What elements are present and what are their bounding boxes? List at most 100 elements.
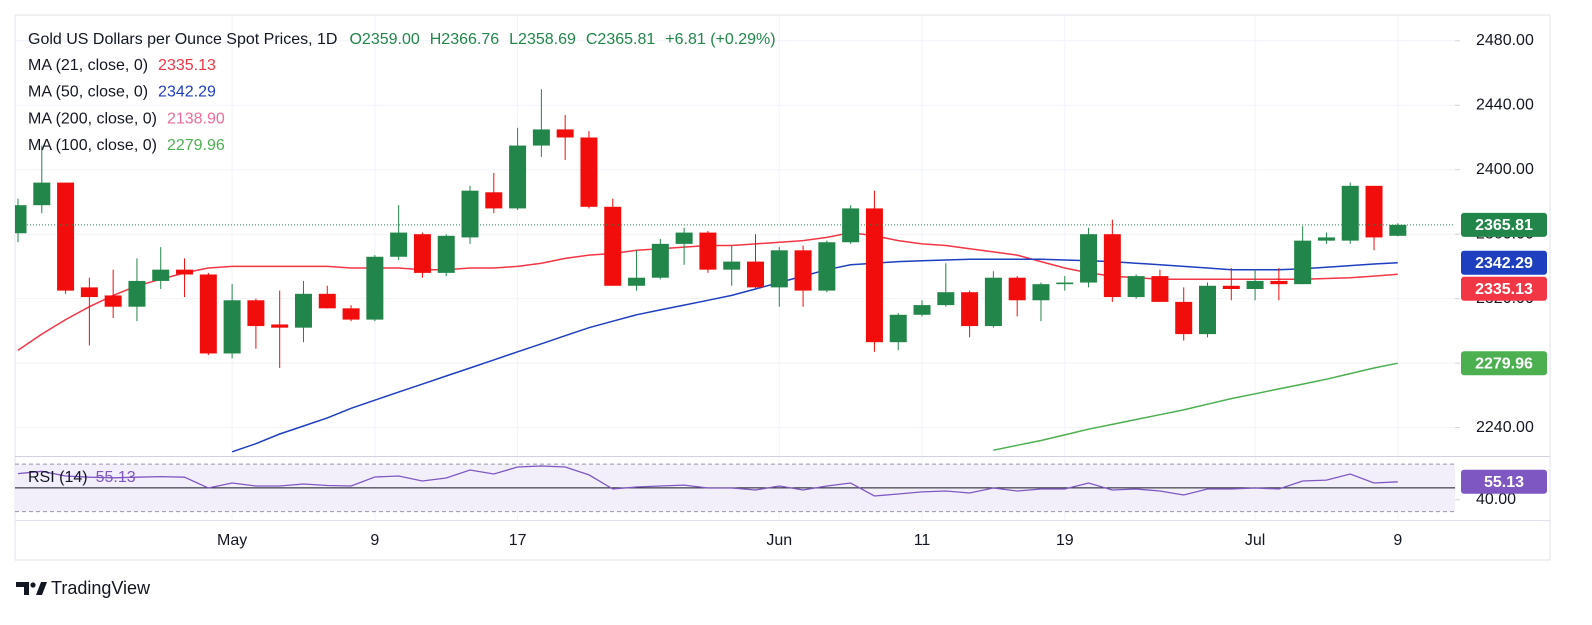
chart-title: Gold US Dollars per Ounce Spot Prices, 1… xyxy=(28,31,337,48)
legend-header: Gold US Dollars per Ounce Spot Prices, 1… xyxy=(28,31,776,48)
candle-body xyxy=(271,324,289,328)
candle-body xyxy=(318,293,336,309)
x-tick-label: 11 xyxy=(914,532,931,549)
candle-body xyxy=(651,243,669,278)
candle-body xyxy=(1080,234,1098,283)
candle-body xyxy=(913,305,931,315)
legend-name: MA (21, close, 0) xyxy=(28,57,148,74)
change-label: +6.81 (+0.29%) xyxy=(665,31,775,48)
candle-body xyxy=(15,205,27,234)
rsi-pane xyxy=(15,463,1455,513)
price-tag-label: 2342.29 xyxy=(1475,255,1533,272)
candle-body xyxy=(33,182,51,206)
chart-frame xyxy=(14,14,1551,561)
candle-body xyxy=(1032,284,1050,301)
price-tag-label: 2279.96 xyxy=(1475,355,1533,372)
ohlc-label: H2366.76 xyxy=(430,31,499,48)
candle-body xyxy=(794,250,812,291)
candle-body xyxy=(485,192,503,209)
branding-logo xyxy=(16,582,47,595)
candle-body xyxy=(1127,276,1145,298)
candle-body xyxy=(1175,301,1193,335)
candle-body xyxy=(437,235,455,273)
candle-body xyxy=(937,292,955,306)
rsi-line xyxy=(17,465,1398,497)
price-tag-label: 2335.13 xyxy=(1475,281,1533,298)
candle-body xyxy=(1365,185,1383,238)
candle-body xyxy=(556,129,574,138)
candle-body xyxy=(532,129,550,146)
candle-body xyxy=(366,256,384,320)
legend-value: 2342.29 xyxy=(158,84,216,101)
x-tick-label: May xyxy=(217,532,247,549)
legend-name: MA (50, close, 0) xyxy=(28,84,148,101)
candle-body xyxy=(57,182,75,291)
candle-body xyxy=(223,300,241,354)
x-tick-label: Jun xyxy=(766,532,792,549)
candle-body xyxy=(104,295,122,307)
candle-body xyxy=(413,234,431,273)
branding-text: TradingView xyxy=(51,578,151,598)
x-tick-label: 9 xyxy=(1393,532,1402,549)
candle-body xyxy=(865,208,883,343)
x-tick-label: Jul xyxy=(1245,532,1265,549)
candle-body xyxy=(628,277,646,286)
legend-row: MA (21, close, 0) 2335.13 xyxy=(28,57,216,74)
ohlc-label: C2365.81 xyxy=(586,31,655,48)
candle-body xyxy=(770,250,788,288)
price-tags: 2365.81 2335.13 2342.29 2279.96 55.13 xyxy=(1461,212,1547,494)
candle-body xyxy=(1294,240,1312,285)
candle-body xyxy=(342,308,360,320)
legend-row: MA (200, close, 0) 2138.90 xyxy=(28,111,225,128)
moving-average-line xyxy=(231,258,1398,453)
candle-body xyxy=(1341,185,1359,241)
candle-body xyxy=(461,190,479,238)
rsi-tag-label: 55.13 xyxy=(1484,474,1524,491)
price-tag xyxy=(1461,276,1547,301)
price-tag xyxy=(1461,250,1547,275)
y-tick-label: 2480.00 xyxy=(1476,32,1534,49)
legend-row: MA (100, close, 0) 2279.96 xyxy=(28,137,225,154)
candle-body xyxy=(1270,280,1288,285)
legend: Gold US Dollars per Ounce Spot Prices, 1… xyxy=(28,31,776,486)
candle-body xyxy=(580,137,598,207)
x-tick-label: 9 xyxy=(370,532,379,549)
rsi-legend: RSI (14) 55.13 xyxy=(28,469,136,486)
candle-body xyxy=(128,280,146,307)
candle-body xyxy=(1317,237,1335,241)
legend-name: MA (200, close, 0) xyxy=(28,111,157,128)
candle-body xyxy=(889,314,907,343)
candle-body xyxy=(842,208,860,243)
rsi-value: 55.13 xyxy=(96,469,136,486)
legend-value: 2138.90 xyxy=(167,111,225,128)
y-tick-label: 40.00 xyxy=(1476,491,1516,508)
price-tag xyxy=(1461,212,1547,237)
x-tick-label: 17 xyxy=(509,532,527,549)
legend-value: 2279.96 xyxy=(167,137,225,154)
candle-body xyxy=(746,261,764,288)
candle-body xyxy=(176,269,194,275)
y-tick-label: 2440.00 xyxy=(1476,96,1534,113)
legend-value: 2335.13 xyxy=(158,57,216,74)
candle-body xyxy=(1008,277,1026,301)
y-tick-label: 2240.00 xyxy=(1476,419,1534,436)
legend-name: MA (100, close, 0) xyxy=(28,137,157,154)
x-tick-label: 19 xyxy=(1056,532,1074,549)
candle-body xyxy=(1246,280,1264,289)
candle-body xyxy=(604,206,622,286)
ohlc-label: O2359.00 xyxy=(349,31,419,48)
moving-average-line xyxy=(993,362,1398,451)
legend-row: MA (50, close, 0) 2342.29 xyxy=(28,84,216,101)
rsi-tag xyxy=(1461,469,1547,494)
candle-body xyxy=(1151,276,1169,302)
rsi-name: RSI (14) xyxy=(28,469,88,486)
candle-body xyxy=(818,242,836,291)
price-tag xyxy=(1461,351,1547,376)
candle-body xyxy=(1103,234,1121,298)
candle-body xyxy=(699,232,717,270)
candle-body xyxy=(1056,282,1074,285)
candle-body xyxy=(675,232,693,244)
candle-body xyxy=(723,261,741,270)
price-pane xyxy=(15,89,1455,453)
